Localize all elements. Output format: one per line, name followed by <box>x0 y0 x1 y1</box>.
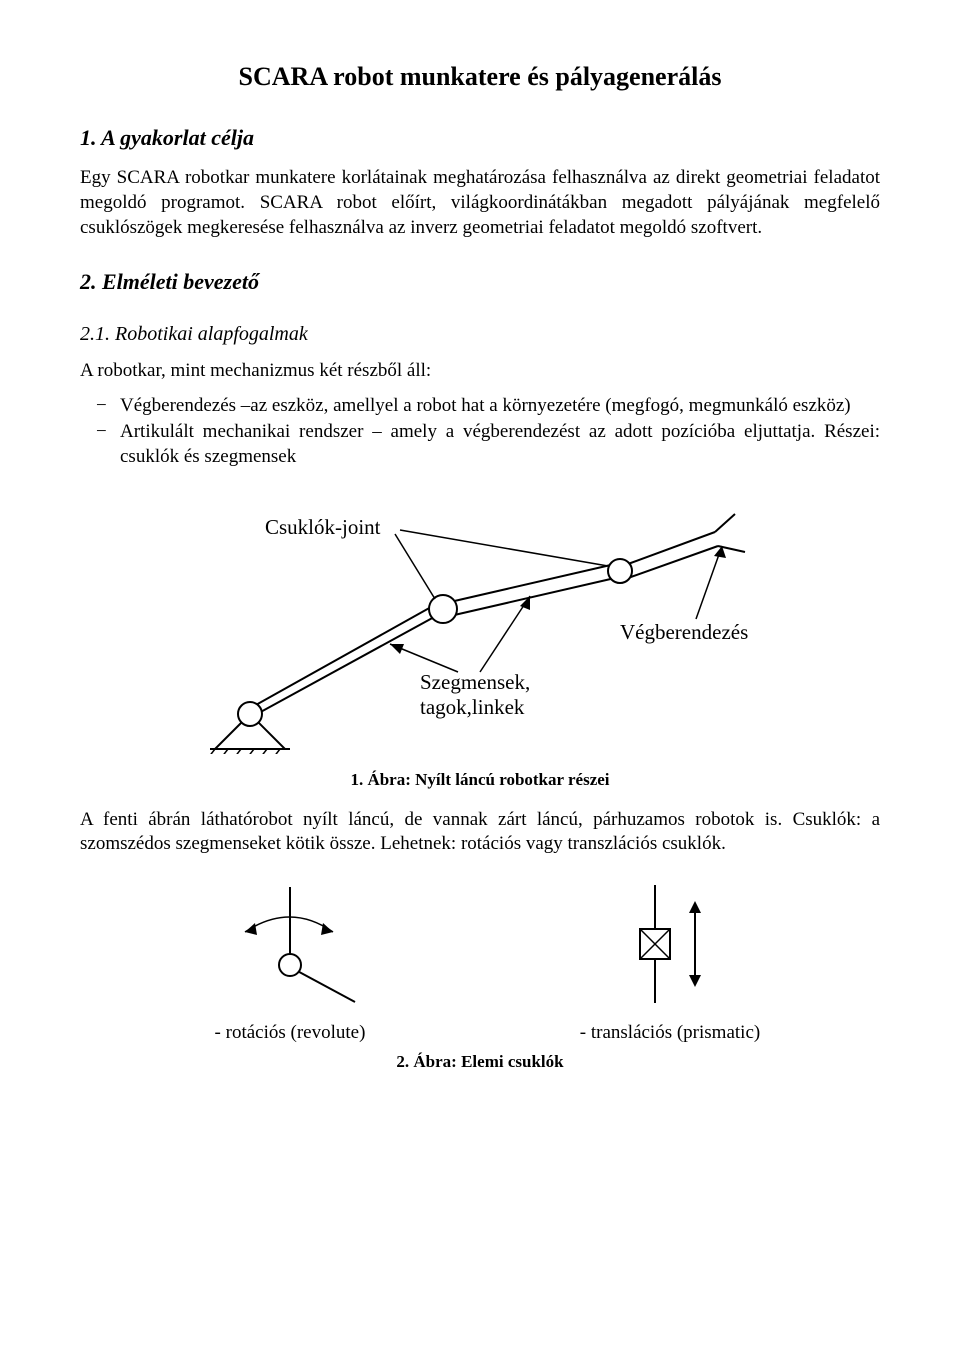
subsection-2-1-intro: A robotkar, mint mechanizmus két részből… <box>80 359 880 384</box>
page-title: SCARA robot munkatere és pályagenerálás <box>80 60 880 94</box>
figure-1-endeffector-label: Végberendezés <box>620 620 748 644</box>
list-item: Artikulált mechanikai rendszer – amely a… <box>120 420 880 469</box>
prismatic-joint-icon <box>585 877 755 1007</box>
figure-1-segments-label-1: Szegmensek, <box>420 670 530 694</box>
figure-2: - rotációs (revolute) - translációs (pri… <box>140 877 820 1045</box>
section-2-heading: 2. Elméleti bevezető <box>80 268 880 297</box>
subsection-2-1-heading: 2.1. Robotikai alapfogalmak <box>80 321 880 347</box>
figure-1-joint-label: Csuklók-joint <box>265 515 381 539</box>
revolute-joint-icon <box>205 877 375 1007</box>
robot-arm-diagram-icon: Csuklók-joint Végberendezés Szegmensek, … <box>160 484 800 754</box>
figure-2-left: - rotációs (revolute) <box>140 877 440 1045</box>
section-1-heading: 1. A gyakorlat célja <box>80 124 880 153</box>
figure-1-caption: 1. Ábra: Nyílt láncú robotkar részei <box>80 769 880 791</box>
list-item: Végberendezés –az eszköz, amellyel a rob… <box>120 394 880 419</box>
paragraph-after-fig1: A fenti ábrán láthatórobot nyílt láncú, … <box>80 808 880 857</box>
figure-2-right: - translációs (prismatic) <box>520 877 820 1045</box>
figure-1: Csuklók-joint Végberendezés Szegmensek, … <box>80 484 880 762</box>
figure-2-right-caption: - translációs (prismatic) <box>520 1021 820 1046</box>
figure-2-caption: 2. Ábra: Elemi csuklók <box>80 1051 880 1073</box>
section-1-paragraph: Egy SCARA robotkar munkatere korlátainak… <box>80 166 880 240</box>
figure-1-segments-label-2: tagok,linkek <box>420 695 525 719</box>
subsection-2-1-list: Végberendezés –az eszköz, amellyel a rob… <box>80 394 880 470</box>
figure-2-left-caption: - rotációs (revolute) <box>140 1021 440 1046</box>
text: A fenti ábrán láthatórobot nyílt láncú, … <box>80 809 782 830</box>
